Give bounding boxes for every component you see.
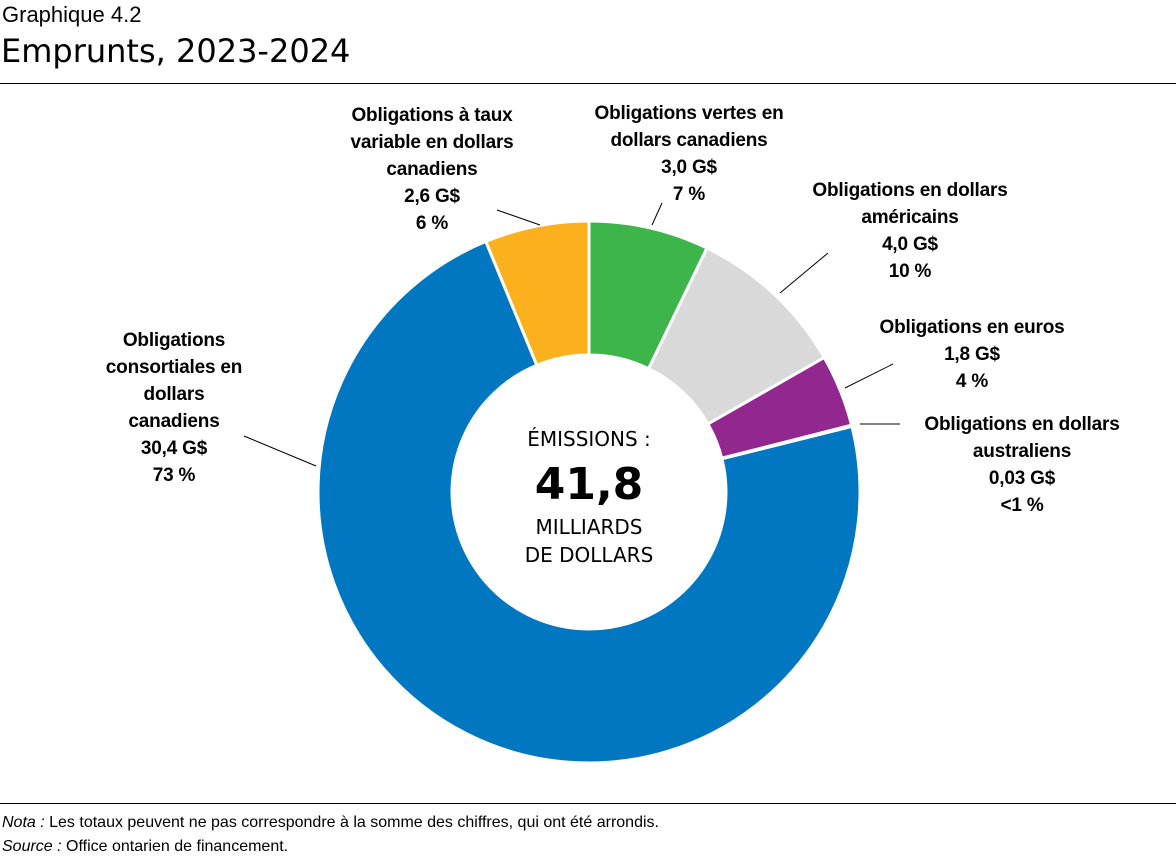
- leader-lines: [243, 202, 900, 467]
- slice-label-vertes: Obligations vertes en dollars canadiens 3,…: [594, 103, 784, 205]
- slice-label-variable: Obligations à taux variable en dollars can…: [350, 105, 514, 234]
- leader-line-eur: [844, 363, 894, 389]
- leader-line-consort: [243, 435, 317, 467]
- chart-number: Graphique 4.2: [2, 2, 142, 27]
- slice-label-consort: Obligations consortiales en dollars canadie…: [105, 330, 243, 486]
- slice-variable: [483, 219, 591, 368]
- leader-line-vertes: [651, 202, 663, 226]
- bottom-divider: [0, 803, 1176, 804]
- center-caption: ÉMISSIONS :: [527, 427, 651, 451]
- leader-line-variable: [496, 209, 541, 226]
- top-divider: [0, 83, 1176, 84]
- source-note: Source : Office ontarien de financement.: [2, 838, 289, 855]
- footnote: Nota : Les totaux peuvent ne pas corresp…: [2, 814, 659, 831]
- center-unit-1: MILLIARDS: [535, 515, 643, 539]
- slice-label-usd: Obligations en dollars américains 4,0 G$ 10…: [812, 180, 1008, 282]
- chart-title: Emprunts, 2023-2024: [1, 32, 351, 70]
- center-total: 41,8: [534, 459, 644, 510]
- center-unit-2: DE DOLLARS: [524, 543, 654, 567]
- leader-line-usd: [779, 252, 829, 294]
- slice-label-eur: Obligations en euros 1,8 G$ 4 %: [879, 317, 1065, 392]
- slice-consort: [316, 239, 862, 765]
- slice-label-aud: Obligations en dollars australiens 0,03 G$…: [924, 414, 1120, 516]
